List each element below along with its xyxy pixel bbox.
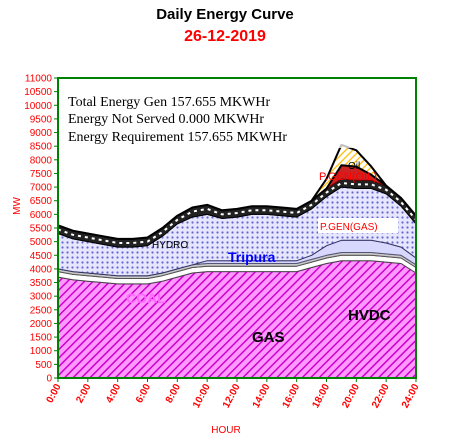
series-label-hydro: HYDRO [152, 240, 188, 251]
y-tick-label: 0 [46, 374, 52, 385]
y-tick-label: 10000 [24, 101, 52, 112]
y-tick-label: 10500 [24, 87, 52, 98]
series-labels: COAL GAS HVDC P.GEN(GAS) Tripura HYDRO P… [126, 161, 398, 346]
y-tick-label: 8000 [30, 155, 53, 166]
series-label-hvdc: HVDC [348, 307, 391, 324]
y-tick-label: 2500 [30, 305, 53, 316]
total-energy-gen-text: Total Energy Gen 157.655 MKWHr [68, 95, 270, 110]
series-label-pgen-oil: P.GEN(OIL) [319, 171, 377, 183]
energy-not-served-text: Energy Not Served 0.000 MKWHr [68, 112, 264, 127]
y-tick-label: 1000 [30, 346, 53, 357]
y-tick-label: 500 [35, 360, 52, 371]
x-tick-label: 8:00 [164, 382, 183, 405]
x-tick-label: 20:00 [340, 382, 362, 410]
x-tick-label: 24:00 [400, 382, 422, 410]
series-line-hydro-hatch [57, 181, 417, 244]
y-tick-label: 11000 [25, 74, 53, 85]
y-tick-label: 5500 [30, 224, 53, 235]
y-tick-label: 3000 [30, 292, 53, 303]
x-tick-label: 22:00 [370, 382, 392, 410]
series-label-oil: Oil [348, 161, 360, 172]
x-axis-label: HOUR [211, 425, 240, 436]
series-label-tripura: Tripura [228, 249, 276, 265]
x-tick-label: 6:00 [134, 382, 153, 405]
y-tick-label: 4500 [30, 251, 53, 262]
x-axis: 0:00 2:00 4:00 6:00 8:00 10:00 12:00 14:00 16:00… [45, 378, 422, 410]
y-tick-label: 8500 [30, 142, 53, 153]
y-tick-label: 7000 [30, 183, 53, 194]
x-tick-label: 16:00 [281, 382, 303, 410]
x-tick-label: 12:00 [221, 382, 243, 410]
x-tick-label: 14:00 [251, 382, 273, 410]
series-label-gas: GAS [252, 329, 285, 346]
x-tick-label: 10:00 [191, 382, 213, 410]
y-tick-label: 1500 [30, 333, 53, 344]
x-tick-label: 2:00 [74, 382, 93, 405]
series-label-pgen-gas: P.GEN(GAS) [320, 222, 378, 233]
y-axis-label: MW [12, 197, 23, 215]
y-tick-label: 2000 [30, 319, 53, 330]
chart-subtitle: 26-12-2019 [184, 28, 266, 45]
y-tick-label: 6000 [30, 210, 53, 221]
y-tick-label: 9500 [30, 114, 53, 125]
y-tick-label: 9000 [30, 128, 53, 139]
y-tick-label: 7500 [30, 169, 53, 180]
y-axis: 0 500 1000 1500 2000 2500 3000 3500 4000 4500 5000… [24, 74, 58, 385]
chart-title: Daily Energy Curve [156, 6, 294, 23]
energy-annotation-box: Total Energy Gen 157.655 MKWHr Energy No… [60, 86, 396, 148]
y-tick-label: 5000 [30, 237, 53, 248]
y-tick-label: 4000 [30, 264, 53, 275]
x-tick-label: 18:00 [310, 382, 332, 410]
energy-requirement-text: Energy Requirement 157.655 MKWHr [68, 130, 287, 145]
series-label-coal: COAL [126, 290, 166, 306]
y-tick-label: 6500 [30, 196, 53, 207]
x-tick-label: 0:00 [45, 382, 64, 405]
x-tick-label: 4:00 [104, 382, 123, 405]
y-tick-label: 3500 [30, 278, 53, 289]
